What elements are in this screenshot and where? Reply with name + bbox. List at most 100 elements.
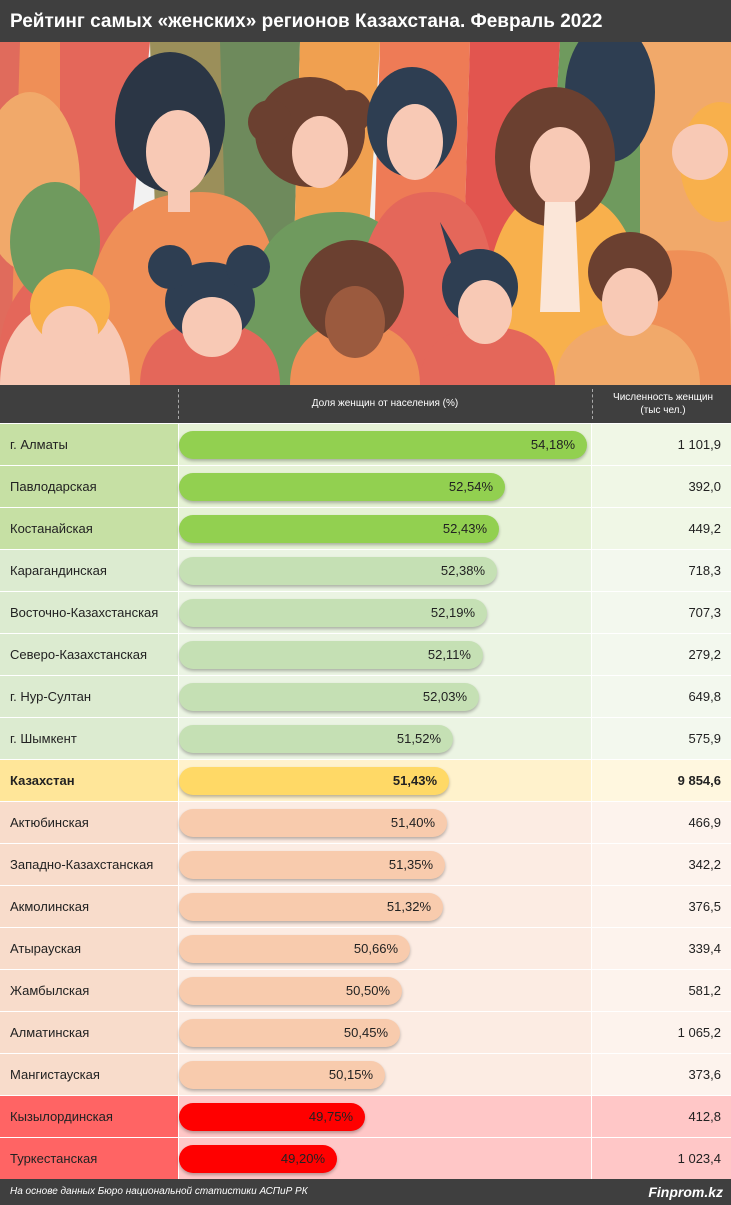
row-divider bbox=[0, 549, 731, 550]
region-name: Западно-Казахстанская bbox=[0, 844, 178, 885]
row-divider bbox=[0, 1053, 731, 1054]
share-value-label: 49,20% bbox=[280, 1151, 325, 1166]
share-value-label: 50,45% bbox=[343, 1025, 388, 1040]
women-count-value: 373,6 bbox=[592, 1054, 731, 1095]
row-divider bbox=[0, 717, 731, 718]
row-divider bbox=[0, 1095, 731, 1096]
region-name: Акмолинская bbox=[0, 886, 178, 927]
women-count-value: 9 854,6 bbox=[592, 760, 731, 801]
table-row: Туркестанская 49,20% 1 023,4 bbox=[0, 1138, 731, 1180]
women-count-value: 1 065,2 bbox=[592, 1012, 731, 1053]
bar-cell: 51,35% bbox=[179, 844, 591, 885]
share-bar: 52,19% bbox=[179, 599, 487, 627]
share-bar: 52,11% bbox=[179, 641, 483, 669]
table-row: Восточно-Казахстанская 52,19% 707,3 bbox=[0, 592, 731, 634]
bar-cell: 52,03% bbox=[179, 676, 591, 717]
share-value-label: 52,54% bbox=[448, 479, 493, 494]
region-name: Актюбинская bbox=[0, 802, 178, 843]
row-divider bbox=[0, 1011, 731, 1012]
region-name: г. Шымкент bbox=[0, 718, 178, 759]
share-value-label: 51,32% bbox=[386, 899, 431, 914]
table-row: Алматинская 50,45% 1 065,2 bbox=[0, 1012, 731, 1054]
share-value-label: 51,40% bbox=[390, 815, 435, 830]
bar-cell: 50,15% bbox=[179, 1054, 591, 1095]
table-row: Павлодарская 52,54% 392,0 bbox=[0, 466, 731, 508]
share-bar: 52,38% bbox=[179, 557, 497, 585]
region-name: Восточно-Казахстанская bbox=[0, 592, 178, 633]
source-note: На основе данных Бюро национальной стати… bbox=[10, 1186, 308, 1197]
brand-logo: Finprom.kz bbox=[648, 1184, 723, 1200]
row-divider bbox=[0, 801, 731, 802]
share-bar: 49,20% bbox=[179, 1145, 337, 1173]
share-bar: 52,03% bbox=[179, 683, 479, 711]
share-bar: 49,75% bbox=[179, 1103, 365, 1131]
share-bar: 51,32% bbox=[179, 893, 443, 921]
bar-cell: 51,40% bbox=[179, 802, 591, 843]
table-row: Мангистауская 50,15% 373,6 bbox=[0, 1054, 731, 1096]
bar-cell: 54,18% bbox=[179, 424, 591, 465]
table-row: г. Нур-Султан 52,03% 649,8 bbox=[0, 676, 731, 718]
row-divider bbox=[0, 843, 731, 844]
region-name: Костанайская bbox=[0, 508, 178, 549]
women-count-value: 449,2 bbox=[592, 508, 731, 549]
share-value-label: 51,35% bbox=[388, 857, 433, 872]
share-bar: 51,35% bbox=[179, 851, 445, 879]
row-divider bbox=[0, 675, 731, 676]
women-count-value: 466,9 bbox=[592, 802, 731, 843]
women-count-value: 718,3 bbox=[592, 550, 731, 591]
bar-cell: 50,50% bbox=[179, 970, 591, 1011]
bar-cell: 49,75% bbox=[179, 1096, 591, 1137]
table-header: Доля женщин от населения (%) Численность… bbox=[0, 385, 731, 423]
bar-cell: 50,66% bbox=[179, 928, 591, 969]
bar-cell: 51,32% bbox=[179, 886, 591, 927]
women-count-value: 649,8 bbox=[592, 676, 731, 717]
bar-cell: 52,11% bbox=[179, 634, 591, 675]
row-divider bbox=[0, 507, 731, 508]
share-bar: 51,52% bbox=[179, 725, 453, 753]
share-bar: 50,66% bbox=[179, 935, 410, 963]
row-divider bbox=[0, 885, 731, 886]
table-row: г. Алматы 54,18% 1 101,9 bbox=[0, 424, 731, 466]
row-divider bbox=[0, 927, 731, 928]
table-row: Западно-Казахстанская 51,35% 342,2 bbox=[0, 844, 731, 886]
bar-cell: 51,52% bbox=[179, 718, 591, 759]
bar-cell: 52,54% bbox=[179, 466, 591, 507]
table-row: Казахстан 51,43% 9 854,6 bbox=[0, 760, 731, 802]
table-row: Атырауская 50,66% 339,4 bbox=[0, 928, 731, 970]
share-value-label: 52,19% bbox=[430, 605, 475, 620]
region-name: Кызылординская bbox=[0, 1096, 178, 1137]
share-bar: 54,18% bbox=[179, 431, 587, 459]
header-divider bbox=[592, 389, 593, 419]
footer: На основе данных Бюро национальной стати… bbox=[0, 1179, 731, 1205]
share-bar: 52,43% bbox=[179, 515, 499, 543]
share-value-label: 52,43% bbox=[442, 521, 487, 536]
table-row: Актюбинская 51,40% 466,9 bbox=[0, 802, 731, 844]
page-title: Рейтинг самых «женских» регионов Казахст… bbox=[0, 0, 731, 42]
share-bar: 51,40% bbox=[179, 809, 447, 837]
region-name: Жамбылская bbox=[0, 970, 178, 1011]
region-name: Карагандинская bbox=[0, 550, 178, 591]
share-value-label: 51,52% bbox=[396, 731, 441, 746]
women-count-value: 1 101,9 bbox=[592, 424, 731, 465]
women-count-value: 581,2 bbox=[592, 970, 731, 1011]
count-column-header: Численность женщин (тыс чел.) bbox=[595, 391, 731, 417]
count-header-line: Численность женщин bbox=[613, 392, 713, 403]
bar-cell: 52,43% bbox=[179, 508, 591, 549]
count-header-unit: (тыс чел.) bbox=[640, 405, 686, 416]
region-name: Павлодарская bbox=[0, 466, 178, 507]
share-bar: 52,54% bbox=[179, 473, 505, 501]
women-count-value: 1 023,4 bbox=[592, 1138, 731, 1179]
share-bar: 50,50% bbox=[179, 977, 402, 1005]
share-value-label: 52,38% bbox=[440, 563, 485, 578]
share-value-label: 54,18% bbox=[530, 437, 575, 452]
table-row: г. Шымкент 51,52% 575,9 bbox=[0, 718, 731, 760]
women-count-value: 339,4 bbox=[592, 928, 731, 969]
row-divider bbox=[0, 465, 731, 466]
row-divider bbox=[0, 969, 731, 970]
share-value-label: 49,75% bbox=[308, 1109, 353, 1124]
region-name: г. Алматы bbox=[0, 424, 178, 465]
row-divider bbox=[0, 1137, 731, 1138]
share-value-label: 50,66% bbox=[353, 941, 398, 956]
share-value-label: 51,43% bbox=[392, 773, 437, 788]
